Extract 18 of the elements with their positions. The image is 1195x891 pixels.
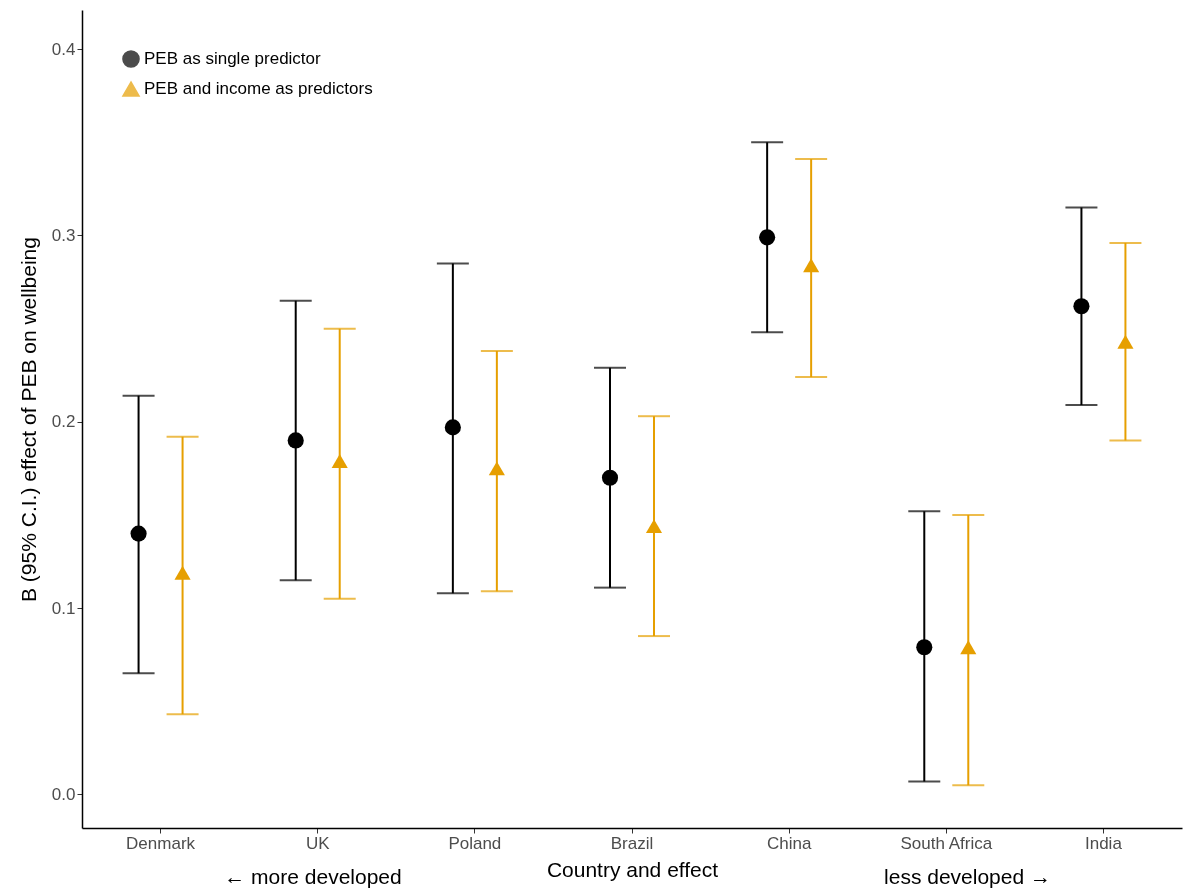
x-tick-label: UK bbox=[305, 833, 331, 853]
x-tick-label: Poland bbox=[448, 833, 502, 853]
y-tick-label: 0.4 bbox=[51, 39, 76, 59]
y-axis-title: B (95% C.I.) effect of PEB on wellbeing bbox=[16, 237, 40, 602]
x-tick-label: India bbox=[1084, 833, 1123, 853]
x-tick-label: China bbox=[766, 833, 812, 853]
y-tick-label: 0.0 bbox=[51, 784, 76, 804]
text: ← more developed bbox=[224, 865, 402, 888]
y-tick-label: 0.1 bbox=[51, 598, 76, 618]
x-tick-label: Denmark bbox=[126, 833, 196, 853]
x-tick-label: South Africa bbox=[900, 833, 993, 853]
x-axis-title: Country and effect bbox=[546, 857, 719, 881]
text: less developed → bbox=[884, 865, 1051, 888]
legend-label: PEB as single predictor bbox=[144, 49, 322, 68]
y-tick-label: 0.3 bbox=[51, 225, 76, 245]
x-tick-label: Brazil bbox=[610, 833, 654, 853]
y-tick-label: 0.2 bbox=[51, 412, 76, 432]
legend-label: PEB and income as predictors bbox=[144, 79, 373, 98]
